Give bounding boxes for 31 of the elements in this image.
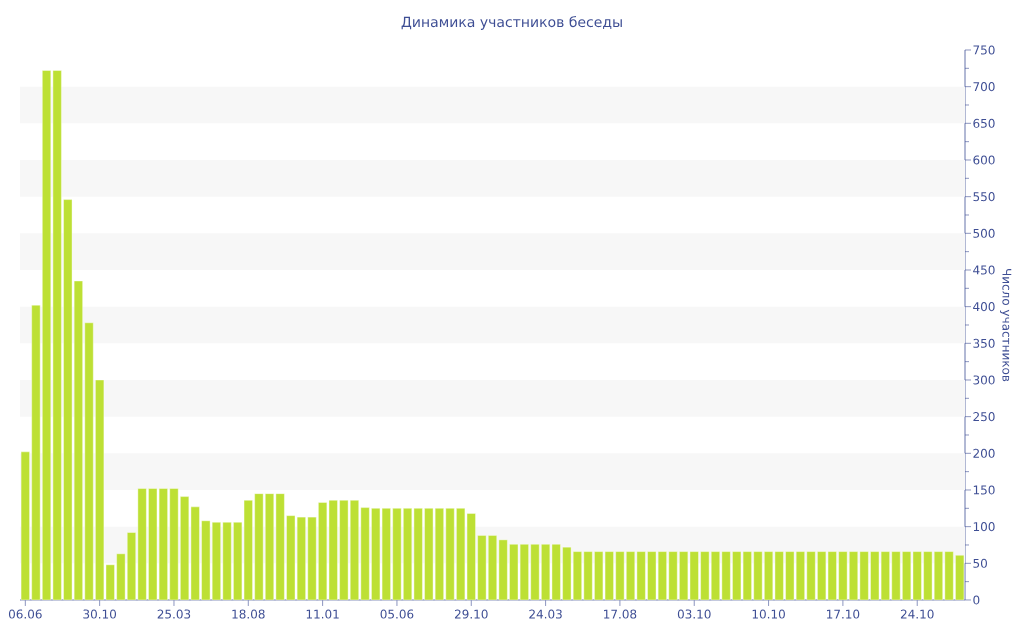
y-tick-label: 750 <box>973 45 995 55</box>
y-tick-label: 50 <box>973 558 987 568</box>
y-tick-label: 300 <box>973 375 995 385</box>
y-tick-label: 400 <box>973 302 995 312</box>
y-tick-label: 650 <box>973 118 995 128</box>
y-tick-label: 150 <box>973 485 995 495</box>
x-tick-label: 24.03 <box>529 609 562 619</box>
x-tick-label: 30.10 <box>83 609 117 619</box>
x-tick-label: 17.10 <box>827 609 860 619</box>
x-tick-label: 17.08 <box>604 609 637 619</box>
y-tick-label: 250 <box>973 412 995 422</box>
x-tick-label: 10.10 <box>752 609 785 619</box>
y-tick-label: 700 <box>973 82 995 92</box>
x-tick-label: 25.03 <box>157 609 191 619</box>
y-tick-label: 100 <box>973 522 995 532</box>
x-tick-label: 24.10 <box>900 609 934 619</box>
chart-title: Динамика участников беседы <box>401 16 622 30</box>
x-tick-label: 05.06 <box>380 609 414 619</box>
x-tick-label: 18.08 <box>232 609 265 619</box>
y-tick-label: 0 <box>973 595 980 605</box>
y-tick-label: 600 <box>973 155 995 165</box>
y-tick-label: 200 <box>973 448 995 458</box>
x-tick-label: 29.10 <box>454 609 488 619</box>
y-tick-label: 500 <box>973 228 995 238</box>
y-tick-label: 550 <box>973 192 995 202</box>
x-tick-label: 03.10 <box>677 609 711 619</box>
x-tick-label: 06.06 <box>8 609 42 619</box>
x-tick-label: 11.01 <box>306 609 339 619</box>
y-tick-label: 450 <box>973 265 995 275</box>
y-axis-title: Число участников <box>1000 269 1012 382</box>
y-tick-label: 350 <box>973 338 995 348</box>
